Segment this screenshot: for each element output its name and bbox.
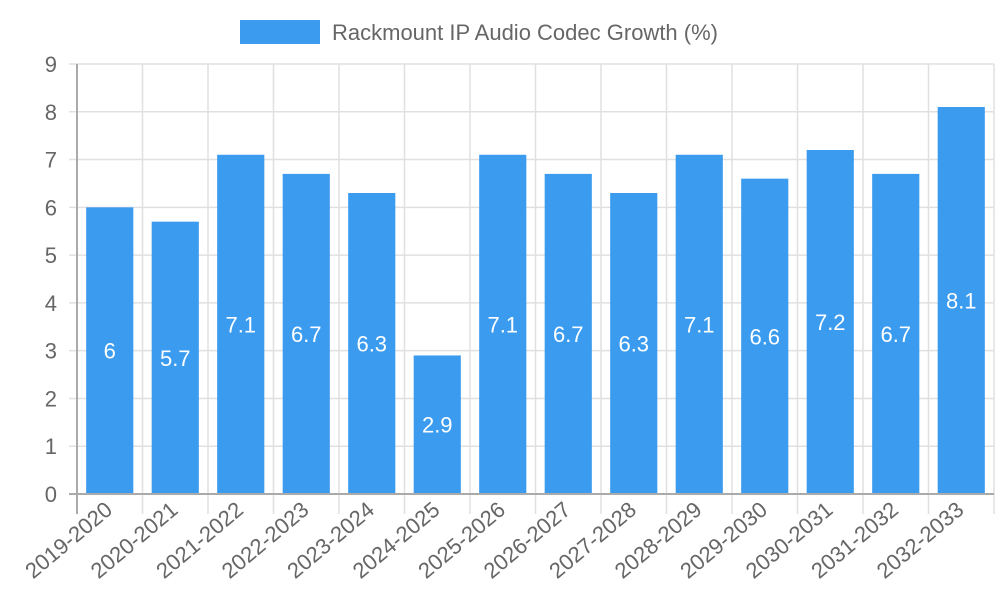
bar[interactable]	[806, 150, 854, 494]
bars: 6 5.7 7.1 6.7 6.3 2.9 7.1 6.7 6.3 7.1 6.6 7.2 6.7 8.1	[86, 107, 985, 495]
bar[interactable]	[872, 173, 920, 494]
bar[interactable]	[741, 178, 789, 494]
bar-value-label: 6.6	[749, 324, 780, 349]
y-tick-label: 9	[45, 52, 57, 77]
legend-label: Rackmount IP Audio Codec Growth (%)	[332, 20, 718, 45]
bar[interactable]	[937, 107, 985, 494]
bar-value-label: 6	[104, 339, 116, 364]
bar-value-label: 6.7	[291, 322, 322, 347]
bar-value-label: 8.1	[946, 289, 977, 314]
y-tick-label: 5	[45, 243, 57, 268]
bar-value-label: 6.3	[618, 332, 649, 357]
y-tick-label: 2	[45, 386, 57, 411]
y-tick-label: 0	[45, 482, 57, 507]
bar-value-label: 7.2	[815, 310, 846, 335]
bar[interactable]	[348, 193, 396, 494]
legend-swatch[interactable]	[240, 20, 320, 44]
y-tick-label: 1	[45, 434, 57, 459]
bar-value-label: 6.7	[553, 322, 584, 347]
bar[interactable]	[413, 355, 461, 494]
bar-value-label: 6.7	[880, 322, 911, 347]
bar[interactable]	[675, 154, 723, 494]
bar[interactable]	[217, 154, 265, 494]
bar[interactable]	[86, 207, 134, 495]
bar[interactable]	[544, 173, 592, 494]
bar-value-label: 6.3	[356, 332, 387, 357]
legend: Rackmount IP Audio Codec Growth (%)	[240, 20, 718, 45]
gridlines	[69, 63, 995, 514]
bar[interactable]	[151, 221, 199, 494]
bar-value-label: 7.1	[225, 312, 256, 337]
bar-value-label: 5.7	[160, 346, 191, 371]
y-tick-label: 6	[45, 195, 57, 220]
bar[interactable]	[479, 154, 527, 494]
bar-value-label: 7.1	[487, 312, 518, 337]
y-tick-label: 8	[45, 100, 57, 125]
bar-value-label: 7.1	[684, 312, 715, 337]
y-tick-label: 4	[45, 291, 57, 316]
bar-value-label: 2.9	[422, 413, 453, 438]
bar[interactable]	[282, 173, 330, 494]
y-axis-ticks: 0 1 2 3 4 5 6 7 8 9	[45, 52, 57, 507]
axes	[69, 64, 994, 514]
y-tick-label: 7	[45, 148, 57, 173]
x-axis-ticks: 2019-20202020-20212021-20222022-20232023…	[20, 497, 968, 584]
bar[interactable]	[610, 193, 658, 494]
y-tick-label: 3	[45, 339, 57, 364]
